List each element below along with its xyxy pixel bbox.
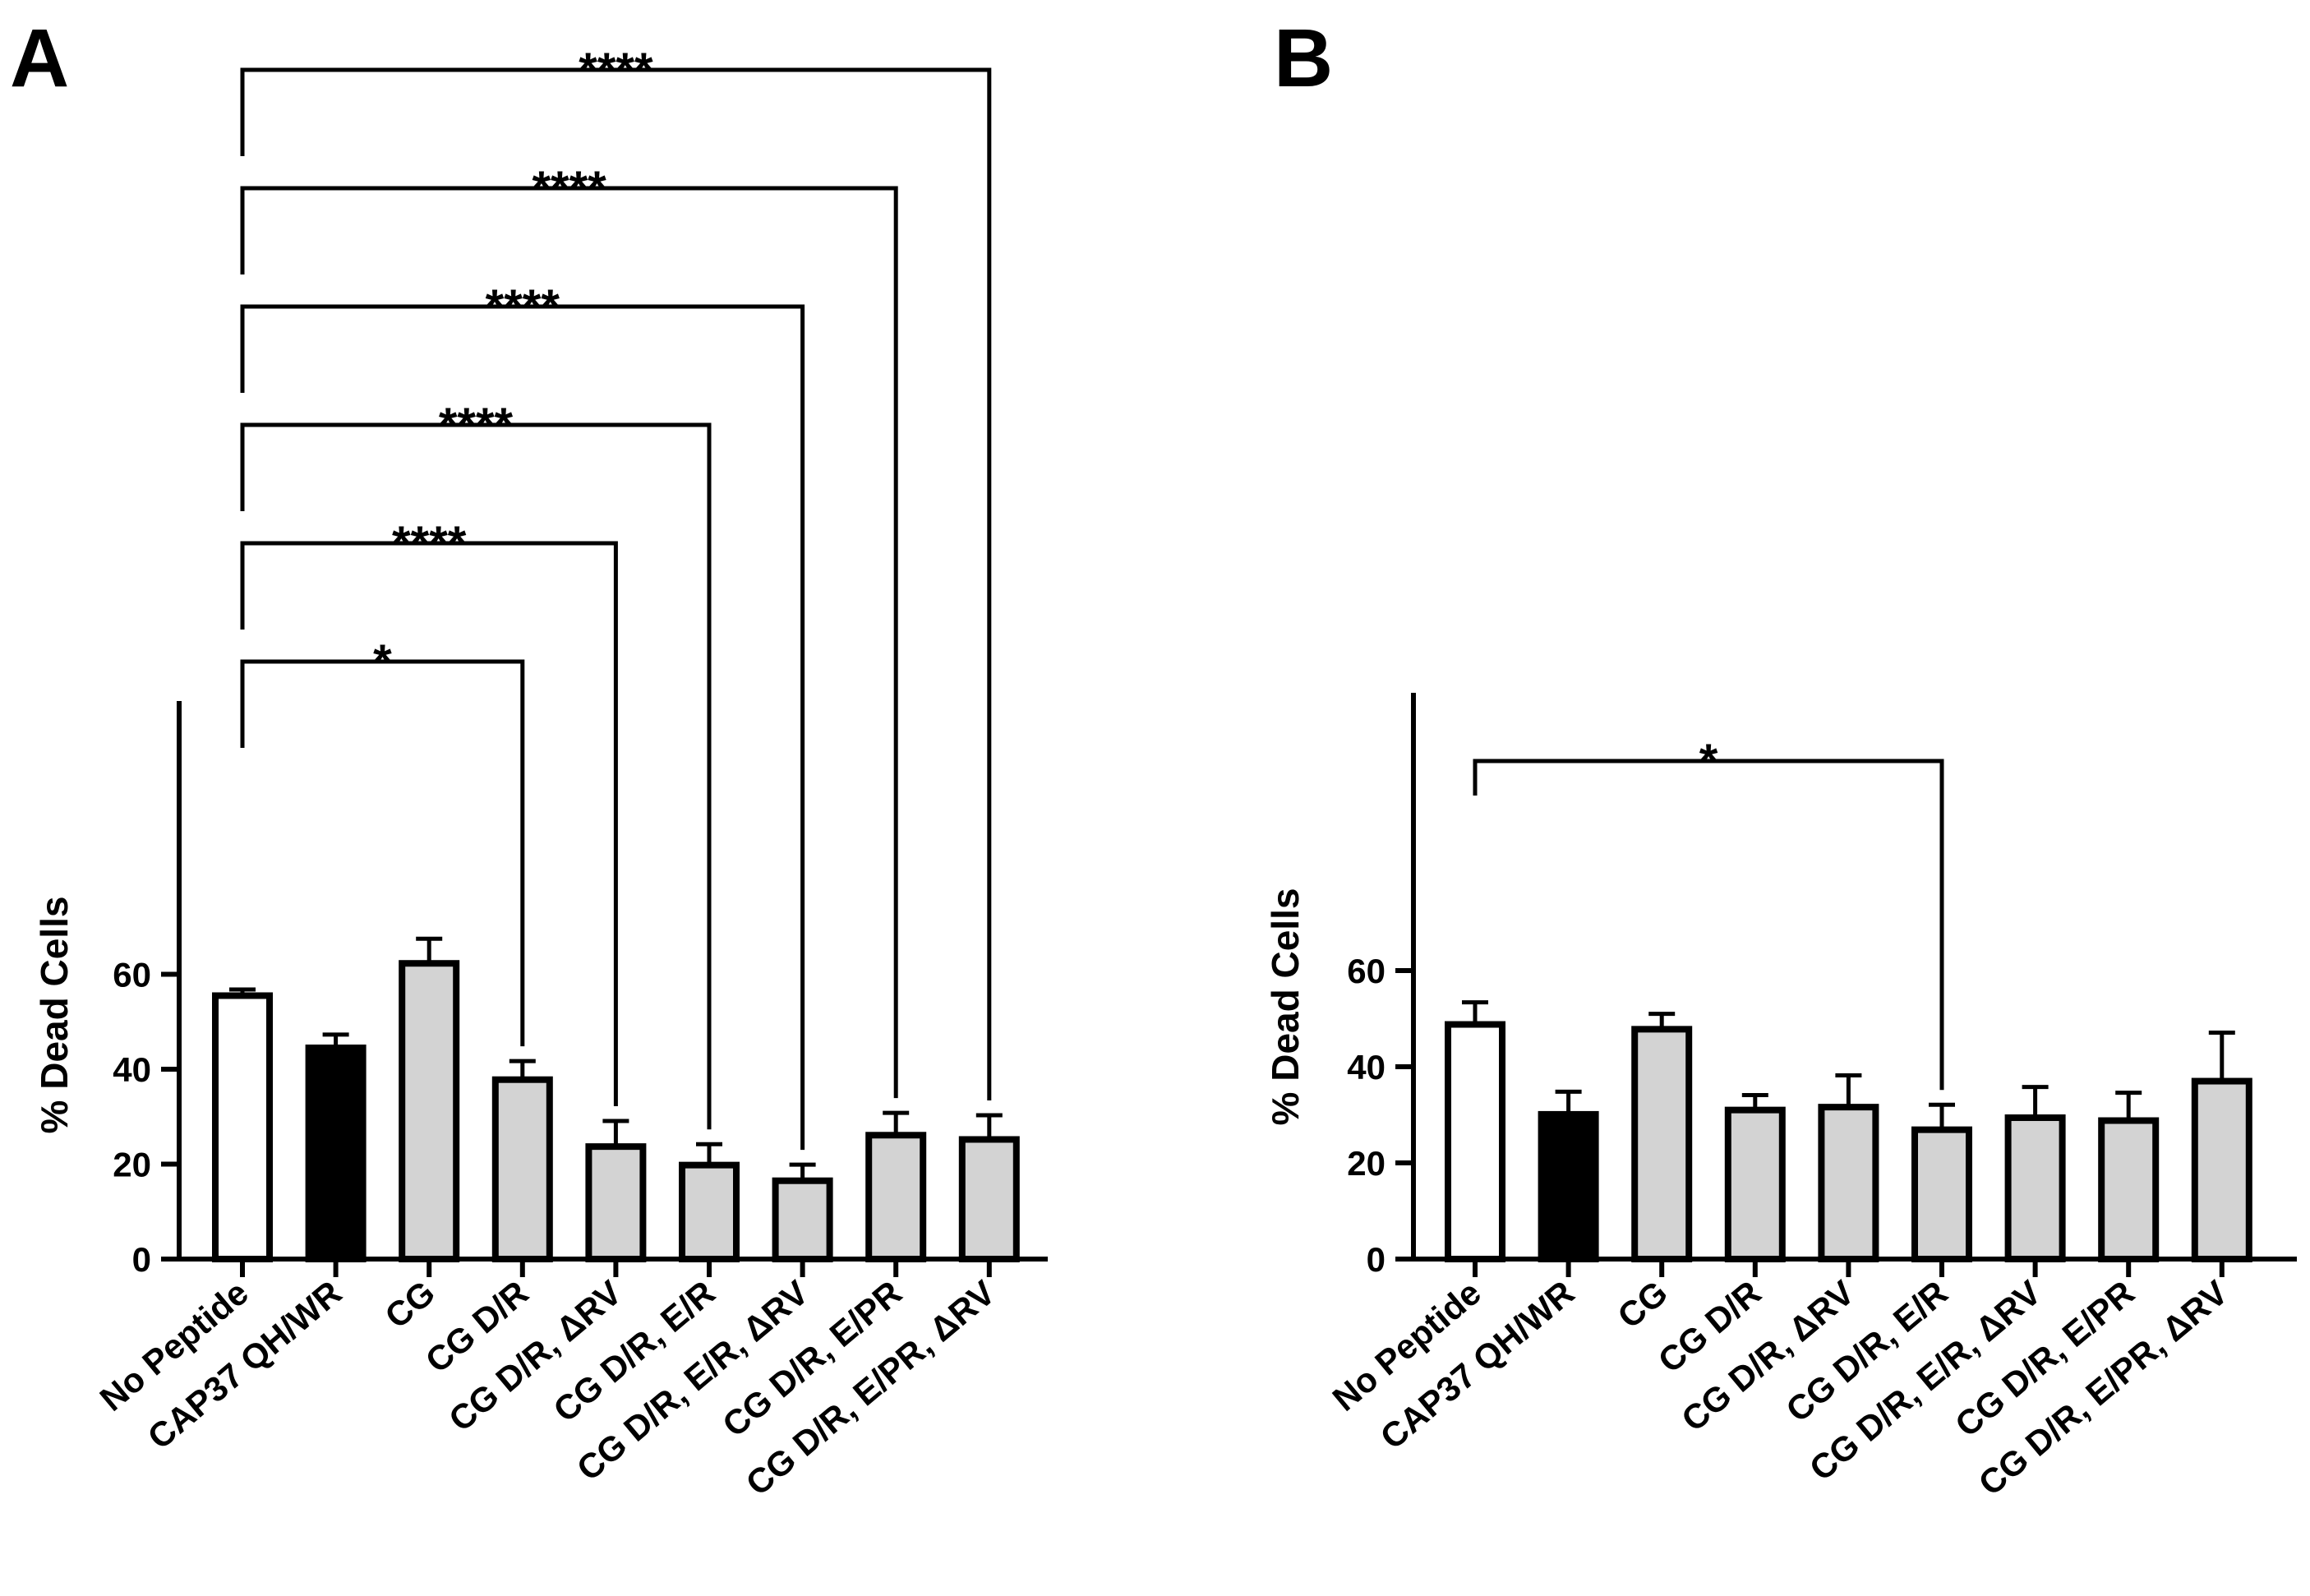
panel-b-significance-bracket [1473, 759, 1944, 1091]
panel-a-y-tick-label: 60 [113, 956, 151, 994]
panel-b-y-tick-label: 60 [1347, 952, 1386, 990]
panel-a-y-tick-label: 40 [113, 1050, 151, 1089]
panel-a-significance-label: **** [532, 162, 606, 215]
panel-a-significance-bracket [240, 422, 712, 1130]
panel-a-letter: A [10, 12, 69, 104]
panel-a-significance-label: **** [439, 399, 514, 452]
panel-a-significance-label: **** [579, 44, 653, 97]
panel-b-y-tick-label: 0 [1367, 1240, 1386, 1279]
panel-b-letter: B [1274, 12, 1333, 104]
panel-a-significance-bracket [240, 304, 805, 1151]
panel-b-y-tick-label: 20 [1347, 1144, 1386, 1183]
panel-a-bar [772, 1177, 833, 1263]
panel-b-y-tick-label: 40 [1347, 1048, 1386, 1086]
panel-a-y-axis-title: % Dead Cells [33, 897, 76, 1134]
panel-a-bar [679, 1161, 740, 1263]
panel-b-bar [1445, 1021, 1505, 1263]
panel-b-y-axis-title: % Dead Cells [1264, 888, 1307, 1126]
panel-a-significance-bracket [240, 659, 525, 1047]
panel-b-bar [1818, 1104, 1879, 1263]
panel-b-bar [2098, 1117, 2160, 1263]
panel-b-bar [1724, 1106, 1786, 1263]
panel-b-bar [2004, 1114, 2066, 1263]
panel-a-significance-label: * [373, 635, 392, 689]
panel-a-significance-bracket [240, 541, 618, 1106]
panel-b-bar [1911, 1126, 1972, 1263]
panel-a-significance-label: **** [486, 280, 560, 334]
panel-a-significance-bracket [240, 67, 992, 1101]
panel-a-bar [585, 1143, 647, 1262]
panel-a-bar [305, 1045, 367, 1262]
panel-a-bar [212, 992, 273, 1263]
panel-a-significance-bracket [240, 186, 898, 1099]
panel-a-bar [865, 1132, 927, 1262]
panel-b-significance-label: * [1699, 735, 1718, 788]
panel-a-bar [491, 1076, 553, 1262]
panel-a-significance-label: **** [392, 517, 467, 570]
panel-b-bar [1538, 1110, 1599, 1263]
panel-a-y-tick-label: 20 [113, 1146, 151, 1184]
panel-a-y-tick-label: 0 [132, 1240, 151, 1279]
panel-b-bar [1631, 1026, 1693, 1262]
panel-a-bar [399, 960, 460, 1263]
panel-a-bar [958, 1136, 1020, 1262]
panel-b-bar [2191, 1077, 2252, 1263]
